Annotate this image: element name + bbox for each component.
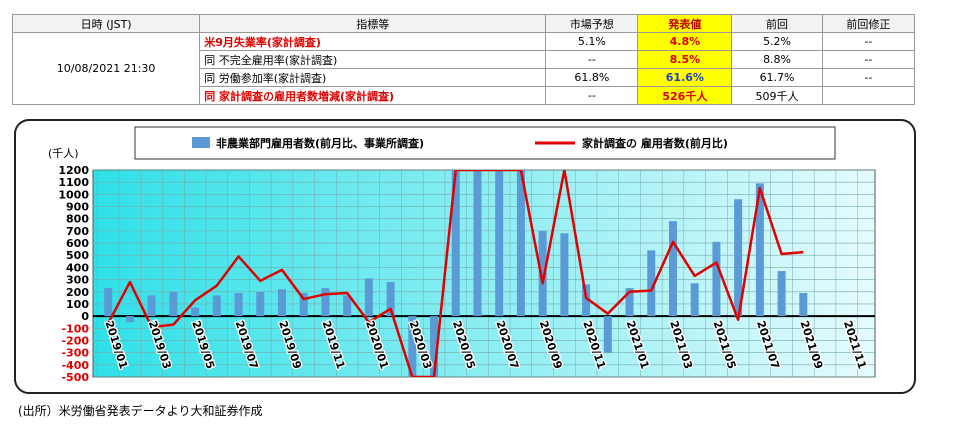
y-tick-label: 1000	[58, 188, 89, 201]
y-tick-label: -100	[61, 322, 89, 335]
bar	[299, 292, 308, 317]
y-tick-label: 200	[66, 286, 89, 299]
y-tick-label: 800	[66, 213, 89, 226]
legend-label: 家計調査の 雇用者数(前月比)	[582, 136, 728, 150]
bar	[560, 233, 569, 317]
legend	[134, 126, 836, 160]
bar	[495, 170, 504, 317]
bar	[408, 316, 417, 377]
bar	[516, 170, 525, 317]
table-cell: 日時 (JST)	[11, 14, 201, 33]
bar	[321, 288, 330, 317]
bar	[603, 316, 612, 353]
table-cell: 同 不完全雇用率(家計調査)	[199, 50, 547, 69]
bar	[104, 288, 113, 317]
bar	[277, 289, 286, 317]
table-cell: 指標等	[199, 14, 547, 33]
table-cell: --	[545, 86, 639, 105]
footer: (出所）米労働省発表データより大和証券作成	[18, 404, 263, 418]
indicator-table: 日時 (JST) 指標等 市場予想 発表値 前回 前回修正 10/08/2021 21:3…	[11, 14, 916, 105]
bar	[343, 295, 352, 317]
table-cell: 4.8%	[637, 32, 733, 51]
bar	[234, 292, 243, 317]
bar	[582, 284, 591, 317]
y-tick-label: 600	[66, 237, 89, 250]
bar	[147, 295, 156, 317]
y-tick-label: 700	[66, 225, 89, 238]
y-tick-label: 1200	[58, 164, 89, 177]
bar	[690, 283, 699, 317]
y-tick-label: 500	[66, 249, 89, 262]
bar	[777, 271, 786, 317]
bar	[430, 316, 439, 377]
table-cell: 526千人	[637, 86, 733, 105]
y-tick-label: 100	[66, 298, 89, 311]
date: 10/08/2021 21:30	[11, 32, 201, 105]
y-tick-label: 400	[66, 261, 89, 274]
bar	[799, 292, 808, 317]
table-cell: 同 家計調査の雇用者数増減(家計調査)	[199, 86, 547, 105]
table-cell: 8.5%	[637, 50, 733, 69]
bar	[712, 241, 721, 317]
bar	[538, 230, 547, 317]
line	[107, 170, 804, 377]
legend-swatch	[192, 137, 210, 148]
table-cell: 市場予想	[545, 14, 639, 33]
y-tick-label: 300	[66, 274, 89, 287]
bar	[125, 316, 134, 323]
legend-label: 非農業部門雇用者数(前月比、事業所調査)	[216, 136, 424, 150]
y-tick-label: 0	[81, 310, 89, 323]
bar	[451, 170, 460, 317]
table-cell: 509千人	[731, 86, 823, 105]
bar	[256, 291, 265, 317]
y-tick-label: -500	[61, 371, 89, 384]
table-cell: 前回	[731, 14, 823, 33]
y-tick-label: -200	[61, 334, 89, 347]
bar	[625, 288, 634, 317]
bar	[647, 250, 656, 317]
unit-label: (千人)	[48, 147, 79, 160]
table-cell	[821, 86, 916, 105]
y-tick-label: -300	[61, 347, 89, 360]
bar	[191, 307, 200, 317]
table-cell: 61.6%	[637, 68, 733, 87]
bar	[668, 221, 677, 317]
bar	[364, 278, 373, 317]
bar	[755, 183, 764, 317]
bar	[473, 170, 482, 317]
bar	[734, 199, 743, 317]
bar	[212, 295, 221, 317]
y-tick-label: -400	[61, 359, 89, 372]
table-cell: 前回修正	[821, 14, 916, 33]
y-tick-label: 900	[66, 201, 89, 214]
bar	[386, 282, 395, 317]
bar	[169, 291, 178, 317]
y-tick-label: 1100	[58, 176, 89, 189]
